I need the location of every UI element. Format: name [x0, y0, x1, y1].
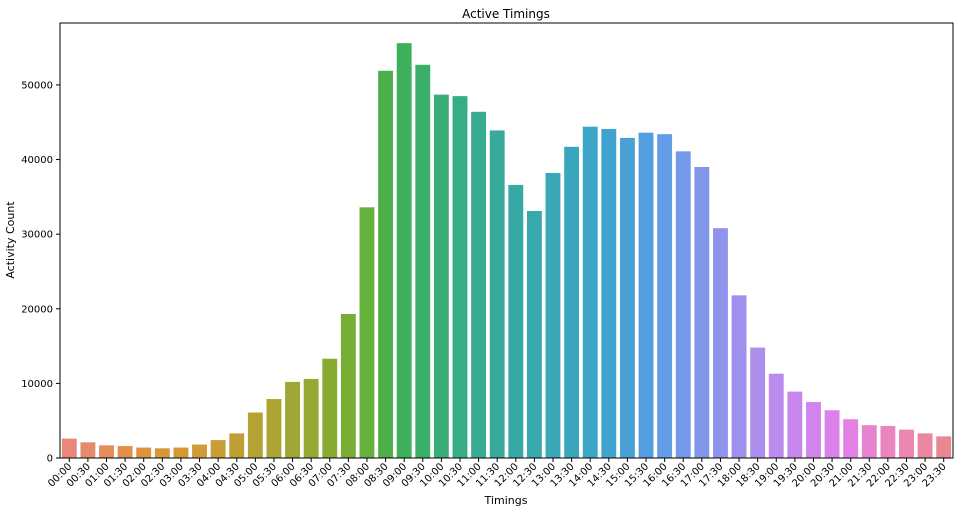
bar-1100 [471, 111, 487, 458]
bar-1330 [564, 146, 580, 459]
bar-1600 [657, 134, 673, 459]
bar-0130 [117, 446, 133, 458]
chart-title: Active Timings [462, 7, 550, 21]
y-tick-label: 30000 [21, 230, 53, 241]
bar-2000 [806, 402, 821, 458]
bar-1630 [675, 151, 691, 458]
bar-1700 [694, 167, 710, 458]
bar-0700 [322, 358, 338, 458]
bar-2330 [936, 436, 952, 458]
y-tick-label: 40000 [21, 155, 53, 166]
y-tick-label: 10000 [21, 379, 53, 390]
bar-2100 [843, 419, 859, 458]
y-tick-label: 50000 [21, 80, 53, 91]
bar-0300 [173, 447, 189, 458]
bar-0330 [192, 444, 207, 458]
bar-1300 [545, 172, 561, 458]
y-axis: 0 10000 20000 30000 40000 50000 [21, 80, 60, 465]
bar-0530 [266, 399, 282, 458]
bar-0900 [396, 43, 412, 459]
bar-0000 [61, 438, 77, 458]
bar-1830 [750, 347, 766, 458]
bar-1930 [787, 391, 803, 458]
bar-2130 [861, 425, 877, 458]
bar-1730 [713, 228, 728, 458]
bar-0230 [154, 448, 170, 458]
bar-2030 [824, 410, 840, 458]
bar-1500 [619, 137, 635, 458]
bar-0830 [378, 70, 394, 458]
x-axis-title: Timings [484, 494, 528, 507]
bar-0030 [80, 442, 96, 458]
bar-1430 [601, 128, 617, 458]
bar-0430 [229, 433, 245, 458]
bar-0800 [359, 207, 375, 458]
plot-frame [59, 22, 954, 459]
x-axis: 00:0000:3001:0001:3002:0002:3003:0003:30… [46, 458, 949, 490]
bar-1900 [768, 373, 784, 458]
bar-1800 [731, 295, 747, 458]
y-tick-label: 0 [47, 454, 53, 465]
bar-0200 [136, 447, 152, 458]
bar-0400 [210, 440, 226, 458]
y-tick-label: 20000 [21, 304, 53, 315]
bars-group [61, 43, 952, 459]
bar-2230 [899, 429, 914, 458]
bar-1000 [433, 94, 449, 458]
bar-1400 [582, 126, 598, 459]
bar-0630 [303, 378, 319, 458]
bar-0730 [340, 313, 356, 458]
bar-1130 [489, 130, 505, 458]
bar-0500 [247, 412, 263, 458]
bar-0100 [99, 445, 114, 458]
bar-1230 [526, 211, 542, 458]
bar-2200 [880, 425, 896, 458]
bar-1030 [452, 96, 468, 459]
bar-1530 [638, 132, 654, 458]
bar-0930 [415, 64, 431, 458]
bar-2300 [917, 433, 933, 458]
bar-0600 [285, 381, 300, 458]
bar-1200 [508, 184, 524, 458]
y-axis-title: Activity Count [4, 201, 17, 279]
